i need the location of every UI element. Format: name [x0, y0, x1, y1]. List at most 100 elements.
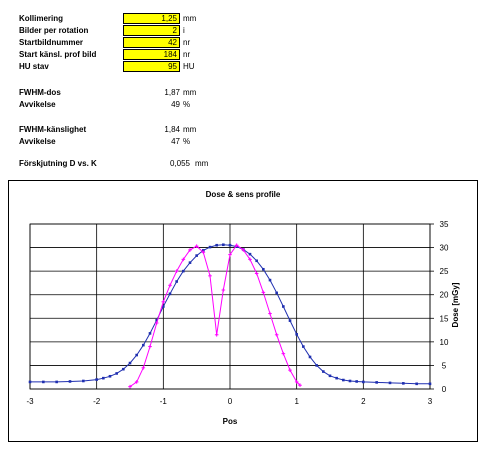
dose-point — [102, 376, 105, 380]
result-label-fwhm-kanslighet: FWHM-känslighet — [19, 125, 87, 134]
param-unit-bilder: i — [183, 26, 185, 35]
dose-point — [228, 243, 232, 247]
dose-point — [415, 382, 418, 386]
dose-point — [82, 379, 85, 383]
dose-point — [335, 376, 338, 380]
result-value-forskjutning: 0,055 — [169, 159, 190, 168]
dose-point — [28, 380, 32, 384]
param-value-start-kansl[interactable]: 184 — [123, 49, 180, 60]
sens-point — [214, 332, 219, 337]
y-tick-label: 35 — [440, 220, 449, 229]
param-value-kollimering[interactable]: 1,25 — [123, 13, 180, 24]
dose-point — [255, 259, 258, 263]
sens-point — [268, 311, 272, 316]
dose-point — [155, 318, 158, 322]
dose-point — [362, 380, 365, 384]
chart-title: Dose & sens profile — [205, 190, 281, 199]
dose-point — [268, 278, 272, 282]
dose-point — [295, 333, 298, 336]
dose-point — [55, 380, 58, 384]
dose-point — [108, 374, 112, 378]
series-layer — [28, 243, 432, 389]
dose-point — [95, 378, 98, 381]
sens-point — [188, 248, 192, 252]
result-unit-avvikelse-kansl: % — [183, 137, 191, 146]
result-value-avvikelse-kansl: 47 — [171, 137, 180, 146]
dose-point — [122, 367, 125, 371]
dose-point — [148, 332, 152, 335]
y-tick-label: 0 — [442, 385, 447, 394]
y-tick-label: 15 — [440, 314, 449, 323]
dose-point — [168, 292, 172, 296]
sens-point — [128, 384, 132, 389]
dose-point — [248, 252, 252, 256]
axes — [29, 223, 434, 390]
param-unit-start-kansl: nr — [183, 50, 191, 59]
param-unit-hu-stav: HU — [183, 62, 195, 71]
sens-point — [254, 271, 259, 276]
sens-point — [141, 365, 146, 370]
param-value-hu-stav[interactable]: 95 — [123, 61, 180, 72]
dose-point — [135, 353, 138, 357]
dose-point — [215, 243, 218, 247]
plot-frame — [29, 223, 431, 390]
dose-point — [428, 382, 432, 386]
dose-point — [388, 381, 392, 385]
dose-point — [68, 380, 72, 383]
sens-point — [174, 269, 179, 273]
param-label-hu-stav: HU stav — [19, 62, 49, 71]
sens-point — [274, 332, 279, 337]
sens-point — [161, 299, 166, 304]
sens-point — [181, 257, 186, 262]
sens-point — [208, 274, 212, 278]
x-tick-label: -3 — [26, 397, 34, 406]
dose-point — [195, 254, 198, 257]
x-tick-label: 0 — [228, 397, 233, 406]
x-axis-label: Pos — [223, 417, 238, 426]
dose-point — [402, 382, 405, 385]
dose-point — [302, 345, 305, 348]
y-tick-label: 20 — [440, 291, 449, 300]
y-tick-label: 5 — [442, 361, 447, 370]
sens-point — [248, 257, 252, 262]
sens-point — [298, 383, 302, 388]
param-unit-kollimering: mm — [183, 14, 197, 23]
sens-point — [294, 380, 299, 384]
result-label-forskjutning: Förskjutning D vs. K — [19, 159, 97, 168]
dose-point — [315, 364, 318, 367]
x-tick-label: 2 — [361, 397, 366, 406]
y-tick-label: 10 — [440, 338, 449, 347]
dose-point — [375, 381, 378, 384]
param-label-startbild: Startbildnummer — [19, 38, 84, 47]
result-label-avvikelse-dos: Avvikelse — [19, 100, 56, 109]
result-label-fwhm-dos: FWHM-dos — [19, 88, 61, 97]
result-value-avvikelse-dos: 49 — [171, 100, 180, 109]
sens-point — [288, 368, 292, 372]
dose-point — [288, 319, 292, 322]
grid-lines — [29, 223, 431, 390]
dose-point — [222, 243, 225, 247]
sens-point — [148, 344, 152, 349]
result-unit-fwhm-kanslighet: mm — [183, 125, 197, 134]
dose-point — [308, 355, 312, 359]
sens-point — [154, 321, 159, 325]
y-axis-label: Dose [mGy] — [451, 282, 460, 327]
dose-point — [42, 380, 45, 384]
x-tick-label: -2 — [93, 397, 101, 406]
result-unit-fwhm-dos: mm — [183, 88, 197, 97]
result-value-fwhm-dos: 1,87 — [164, 88, 180, 97]
sens-point — [228, 252, 232, 257]
sens-point — [221, 288, 226, 292]
result-value-fwhm-kanslighet: 1,84 — [164, 125, 180, 134]
param-value-startbild[interactable]: 42 — [123, 37, 180, 48]
dose-point — [342, 378, 345, 382]
dose-point — [348, 379, 352, 383]
dose-point — [115, 372, 118, 375]
param-label-start-kansl: Start känsl. prof bild — [19, 50, 97, 59]
dose-point — [142, 343, 145, 347]
dose-point — [282, 305, 285, 308]
sens-point — [261, 290, 266, 295]
dose-point — [275, 291, 278, 295]
param-value-bilder[interactable]: 2 — [123, 25, 180, 36]
